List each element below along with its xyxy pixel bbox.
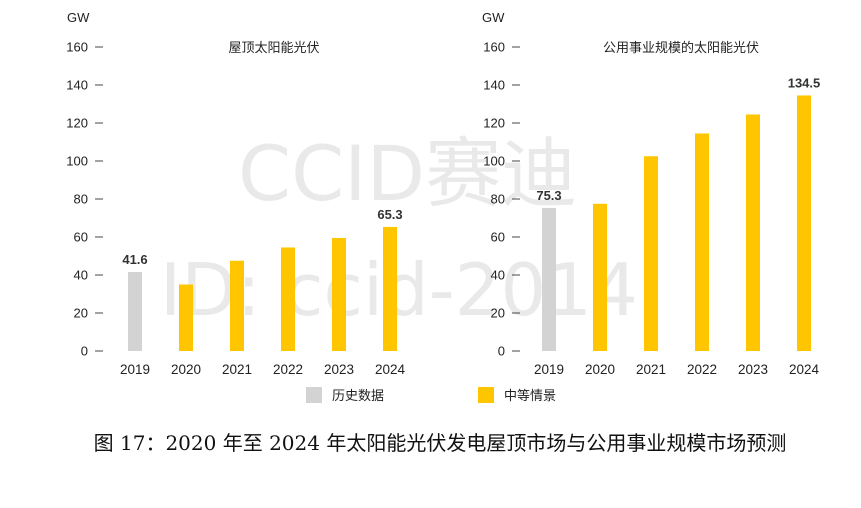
y-tick-label: 100 — [66, 154, 88, 169]
y-tick-label: 80 — [74, 192, 88, 207]
x-tick-label: 2021 — [222, 362, 252, 377]
y-tick-label: 160 — [483, 40, 505, 55]
figure-caption: 图 17：2020 年至 2024 年太阳能光伏发电屋顶市场与公用事业规模市场预… — [93, 431, 787, 455]
x-tick-label: 2023 — [324, 362, 354, 377]
y-tick-label: 0 — [81, 344, 88, 359]
y-tick-label: 0 — [498, 344, 505, 359]
bar-2019 — [128, 271, 142, 351]
data-label: 75.3 — [536, 188, 561, 203]
y-tick-label: 100 — [483, 154, 505, 169]
bar-2024 — [383, 226, 397, 351]
bar-2023 — [746, 114, 760, 351]
x-tick-label: 2024 — [375, 362, 406, 377]
legend: 历史数据 中等情景 — [306, 387, 556, 404]
y-tick-label: 160 — [66, 40, 88, 55]
x-tick-label: 2024 — [789, 362, 820, 377]
bar-2024 — [797, 95, 811, 351]
bar-2020 — [593, 203, 607, 351]
data-label: 65.3 — [377, 207, 402, 222]
y-axis-unit: GW — [482, 10, 505, 25]
y-tick-label: 120 — [66, 116, 88, 131]
y-tick-label: 40 — [74, 268, 88, 283]
y-tick-label: 60 — [74, 230, 88, 245]
y-tick-label: 140 — [483, 78, 505, 93]
bar-2021 — [230, 260, 244, 351]
y-tick-label: 40 — [491, 268, 505, 283]
x-tick-label: 2023 — [738, 362, 768, 377]
y-tick-label: 140 — [66, 78, 88, 93]
x-tick-label: 2019 — [120, 362, 150, 377]
bar-2019 — [542, 207, 556, 351]
y-axis-unit: GW — [67, 10, 90, 25]
legend-swatch-medium — [478, 387, 494, 403]
x-tick-label: 2019 — [534, 362, 564, 377]
bar-2022 — [695, 133, 709, 351]
chart-rooftop: GW 屋顶太阳能光伏 0 20 40 60 80 100 120 140 160 2019 41.6 20… — [66, 10, 405, 377]
y-tick-label: 80 — [491, 192, 505, 207]
chart-title: 公用事业规模的太阳能光伏 — [603, 40, 759, 56]
data-label: 41.6 — [122, 252, 147, 267]
chart-utility: GW 公用事业规模的太阳能光伏 0 20 40 60 80 100 120 140 160 2019 7… — [482, 10, 820, 377]
figure: CCID赛迪 ID: ccid-2014 GW 屋顶太阳能光伏 0 20 40 60 80 1… — [66, 10, 820, 404]
y-tick-label: 120 — [483, 116, 505, 131]
data-label: 134.5 — [788, 75, 821, 90]
chart-canvas: CCID赛迪 ID: ccid-2014 GW屋顶太阳能光伏0204060801… — [66, 10, 820, 404]
legend-swatch-historical — [306, 387, 322, 403]
x-tick-label: 2022 — [687, 362, 717, 377]
x-tick-label: 2020 — [171, 362, 201, 377]
y-tick-label: 20 — [74, 306, 88, 321]
x-tick-label: 2020 — [585, 362, 615, 377]
bar-2021 — [644, 156, 658, 351]
x-tick-label: 2021 — [636, 362, 666, 377]
y-tick-label: 60 — [491, 230, 505, 245]
legend-label-historical: 历史数据 — [332, 389, 384, 404]
watermark-line1: CCID赛迪 — [238, 129, 577, 218]
legend-label-medium: 中等情景 — [504, 388, 556, 404]
bar-2020 — [179, 284, 193, 351]
bar-2022 — [281, 247, 295, 351]
y-tick-label: 20 — [491, 306, 505, 321]
bar-2023 — [332, 237, 346, 351]
x-tick-label: 2022 — [273, 362, 303, 377]
chart-title: 屋顶太阳能光伏 — [228, 41, 319, 56]
